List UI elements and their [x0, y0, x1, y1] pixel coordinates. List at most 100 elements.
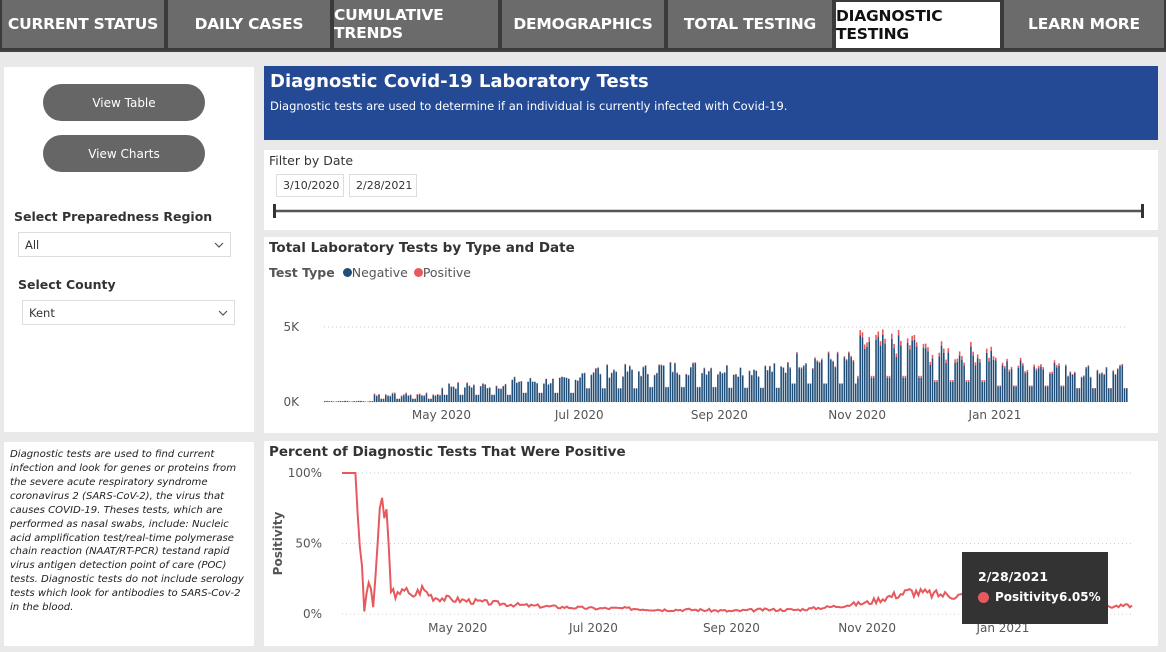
bar-positive[interactable]: [441, 387, 444, 389]
bar-positive[interactable]: [915, 342, 918, 347]
bar-negative[interactable]: [1069, 372, 1072, 402]
bar-negative[interactable]: [1026, 371, 1029, 402]
bar-negative[interactable]: [669, 362, 672, 402]
bar-negative[interactable]: [854, 383, 857, 402]
bar-positive[interactable]: [861, 332, 864, 338]
bar-positive[interactable]: [845, 359, 848, 361]
bar-negative[interactable]: [613, 370, 615, 402]
bar-negative[interactable]: [875, 339, 877, 402]
bar-positive[interactable]: [802, 365, 805, 367]
bar-negative[interactable]: [403, 395, 405, 402]
bar-negative[interactable]: [938, 356, 941, 402]
bar-negative[interactable]: [983, 381, 986, 402]
tab-learn-more[interactable]: LEARN MORE: [1002, 0, 1166, 50]
bar-negative[interactable]: [879, 345, 882, 402]
bar-positive[interactable]: [988, 357, 990, 362]
bar-negative[interactable]: [990, 351, 993, 402]
bar-positive[interactable]: [595, 368, 597, 369]
bar-negative[interactable]: [821, 359, 823, 402]
bar-negative[interactable]: [739, 367, 742, 402]
bar-negative[interactable]: [509, 394, 511, 402]
bar-positive[interactable]: [965, 380, 968, 382]
bar-negative[interactable]: [868, 341, 871, 402]
bar-negative[interactable]: [947, 352, 950, 402]
bar-negative[interactable]: [891, 338, 893, 402]
bar-negative[interactable]: [373, 394, 376, 402]
bar-positive[interactable]: [676, 372, 679, 374]
bar-negative[interactable]: [491, 394, 493, 402]
bar-positive[interactable]: [1067, 375, 1069, 377]
bar-negative[interactable]: [940, 345, 943, 402]
bar-negative[interactable]: [920, 377, 922, 402]
bar-negative[interactable]: [931, 358, 934, 402]
bar-negative[interactable]: [902, 377, 904, 402]
bar-positive[interactable]: [495, 385, 498, 387]
bar-negative[interactable]: [1076, 388, 1078, 403]
bar-positive[interactable]: [468, 385, 471, 387]
bar-negative[interactable]: [796, 353, 798, 402]
view-charts-button[interactable]: View Charts: [43, 135, 205, 172]
bar-negative[interactable]: [626, 371, 629, 402]
bar-negative[interactable]: [866, 346, 868, 402]
bar-negative[interactable]: [1037, 368, 1040, 402]
bar-negative[interactable]: [683, 387, 685, 402]
bar-positive[interactable]: [875, 334, 877, 340]
bar-positive[interactable]: [1098, 373, 1101, 375]
bar-positive[interactable]: [479, 385, 482, 387]
bar-negative[interactable]: [380, 398, 383, 402]
bar-negative[interactable]: [823, 383, 825, 402]
bar-positive[interactable]: [904, 375, 907, 378]
bar-negative[interactable]: [778, 387, 780, 402]
bar-negative[interactable]: [577, 380, 579, 402]
bar-positive[interactable]: [1022, 363, 1024, 366]
bar-negative[interactable]: [522, 392, 525, 402]
bar-negative[interactable]: [324, 401, 326, 402]
bar-negative[interactable]: [441, 388, 444, 402]
bar-negative[interactable]: [371, 401, 374, 402]
bar-positive[interactable]: [891, 333, 893, 339]
bar-positive[interactable]: [897, 329, 900, 336]
bar-negative[interactable]: [418, 394, 421, 402]
bar-negative[interactable]: [563, 377, 566, 402]
bar-negative[interactable]: [649, 387, 651, 402]
bar-negative[interactable]: [425, 393, 428, 402]
bar-negative[interactable]: [1085, 368, 1087, 402]
bar-positive[interactable]: [1049, 372, 1051, 374]
bar-positive[interactable]: [985, 348, 988, 353]
bar-negative[interactable]: [705, 374, 708, 402]
bar-negative[interactable]: [531, 381, 534, 402]
county-dropdown[interactable]: Kent: [22, 300, 235, 325]
bar-negative[interactable]: [689, 367, 692, 402]
bar-negative[interactable]: [534, 381, 536, 402]
bar-negative[interactable]: [1010, 369, 1013, 402]
bar-negative[interactable]: [640, 376, 642, 402]
bar-negative[interactable]: [337, 401, 340, 402]
bar-positive[interactable]: [1058, 363, 1060, 366]
bar-negative[interactable]: [1065, 365, 1067, 402]
bar-negative[interactable]: [414, 398, 416, 402]
bar-negative[interactable]: [545, 379, 547, 402]
bar-positive[interactable]: [852, 360, 855, 362]
bar-negative[interactable]: [753, 370, 755, 402]
bar-positive[interactable]: [1062, 385, 1065, 387]
view-table-button[interactable]: View Table: [43, 84, 205, 121]
bar-negative[interactable]: [500, 389, 502, 402]
slider-handle-start[interactable]: [273, 204, 276, 218]
bar-positive[interactable]: [780, 366, 782, 367]
bar-positive[interactable]: [816, 360, 819, 362]
bar-negative[interactable]: [353, 401, 355, 402]
bar-positive[interactable]: [933, 380, 936, 382]
bar-negative[interactable]: [741, 375, 744, 402]
bar-negative[interactable]: [852, 361, 855, 402]
bar-positive[interactable]: [972, 351, 974, 356]
bar-positive[interactable]: [1001, 362, 1004, 366]
bar-positive[interactable]: [628, 365, 631, 367]
bar-negative[interactable]: [1008, 371, 1011, 402]
bar-negative[interactable]: [976, 358, 979, 402]
bar-positive[interactable]: [893, 343, 895, 349]
bar-negative[interactable]: [895, 356, 898, 402]
bar-negative[interactable]: [665, 387, 667, 402]
bar-positive[interactable]: [769, 365, 771, 367]
bar-positive[interactable]: [1060, 385, 1063, 387]
bar-positive[interactable]: [940, 341, 943, 346]
